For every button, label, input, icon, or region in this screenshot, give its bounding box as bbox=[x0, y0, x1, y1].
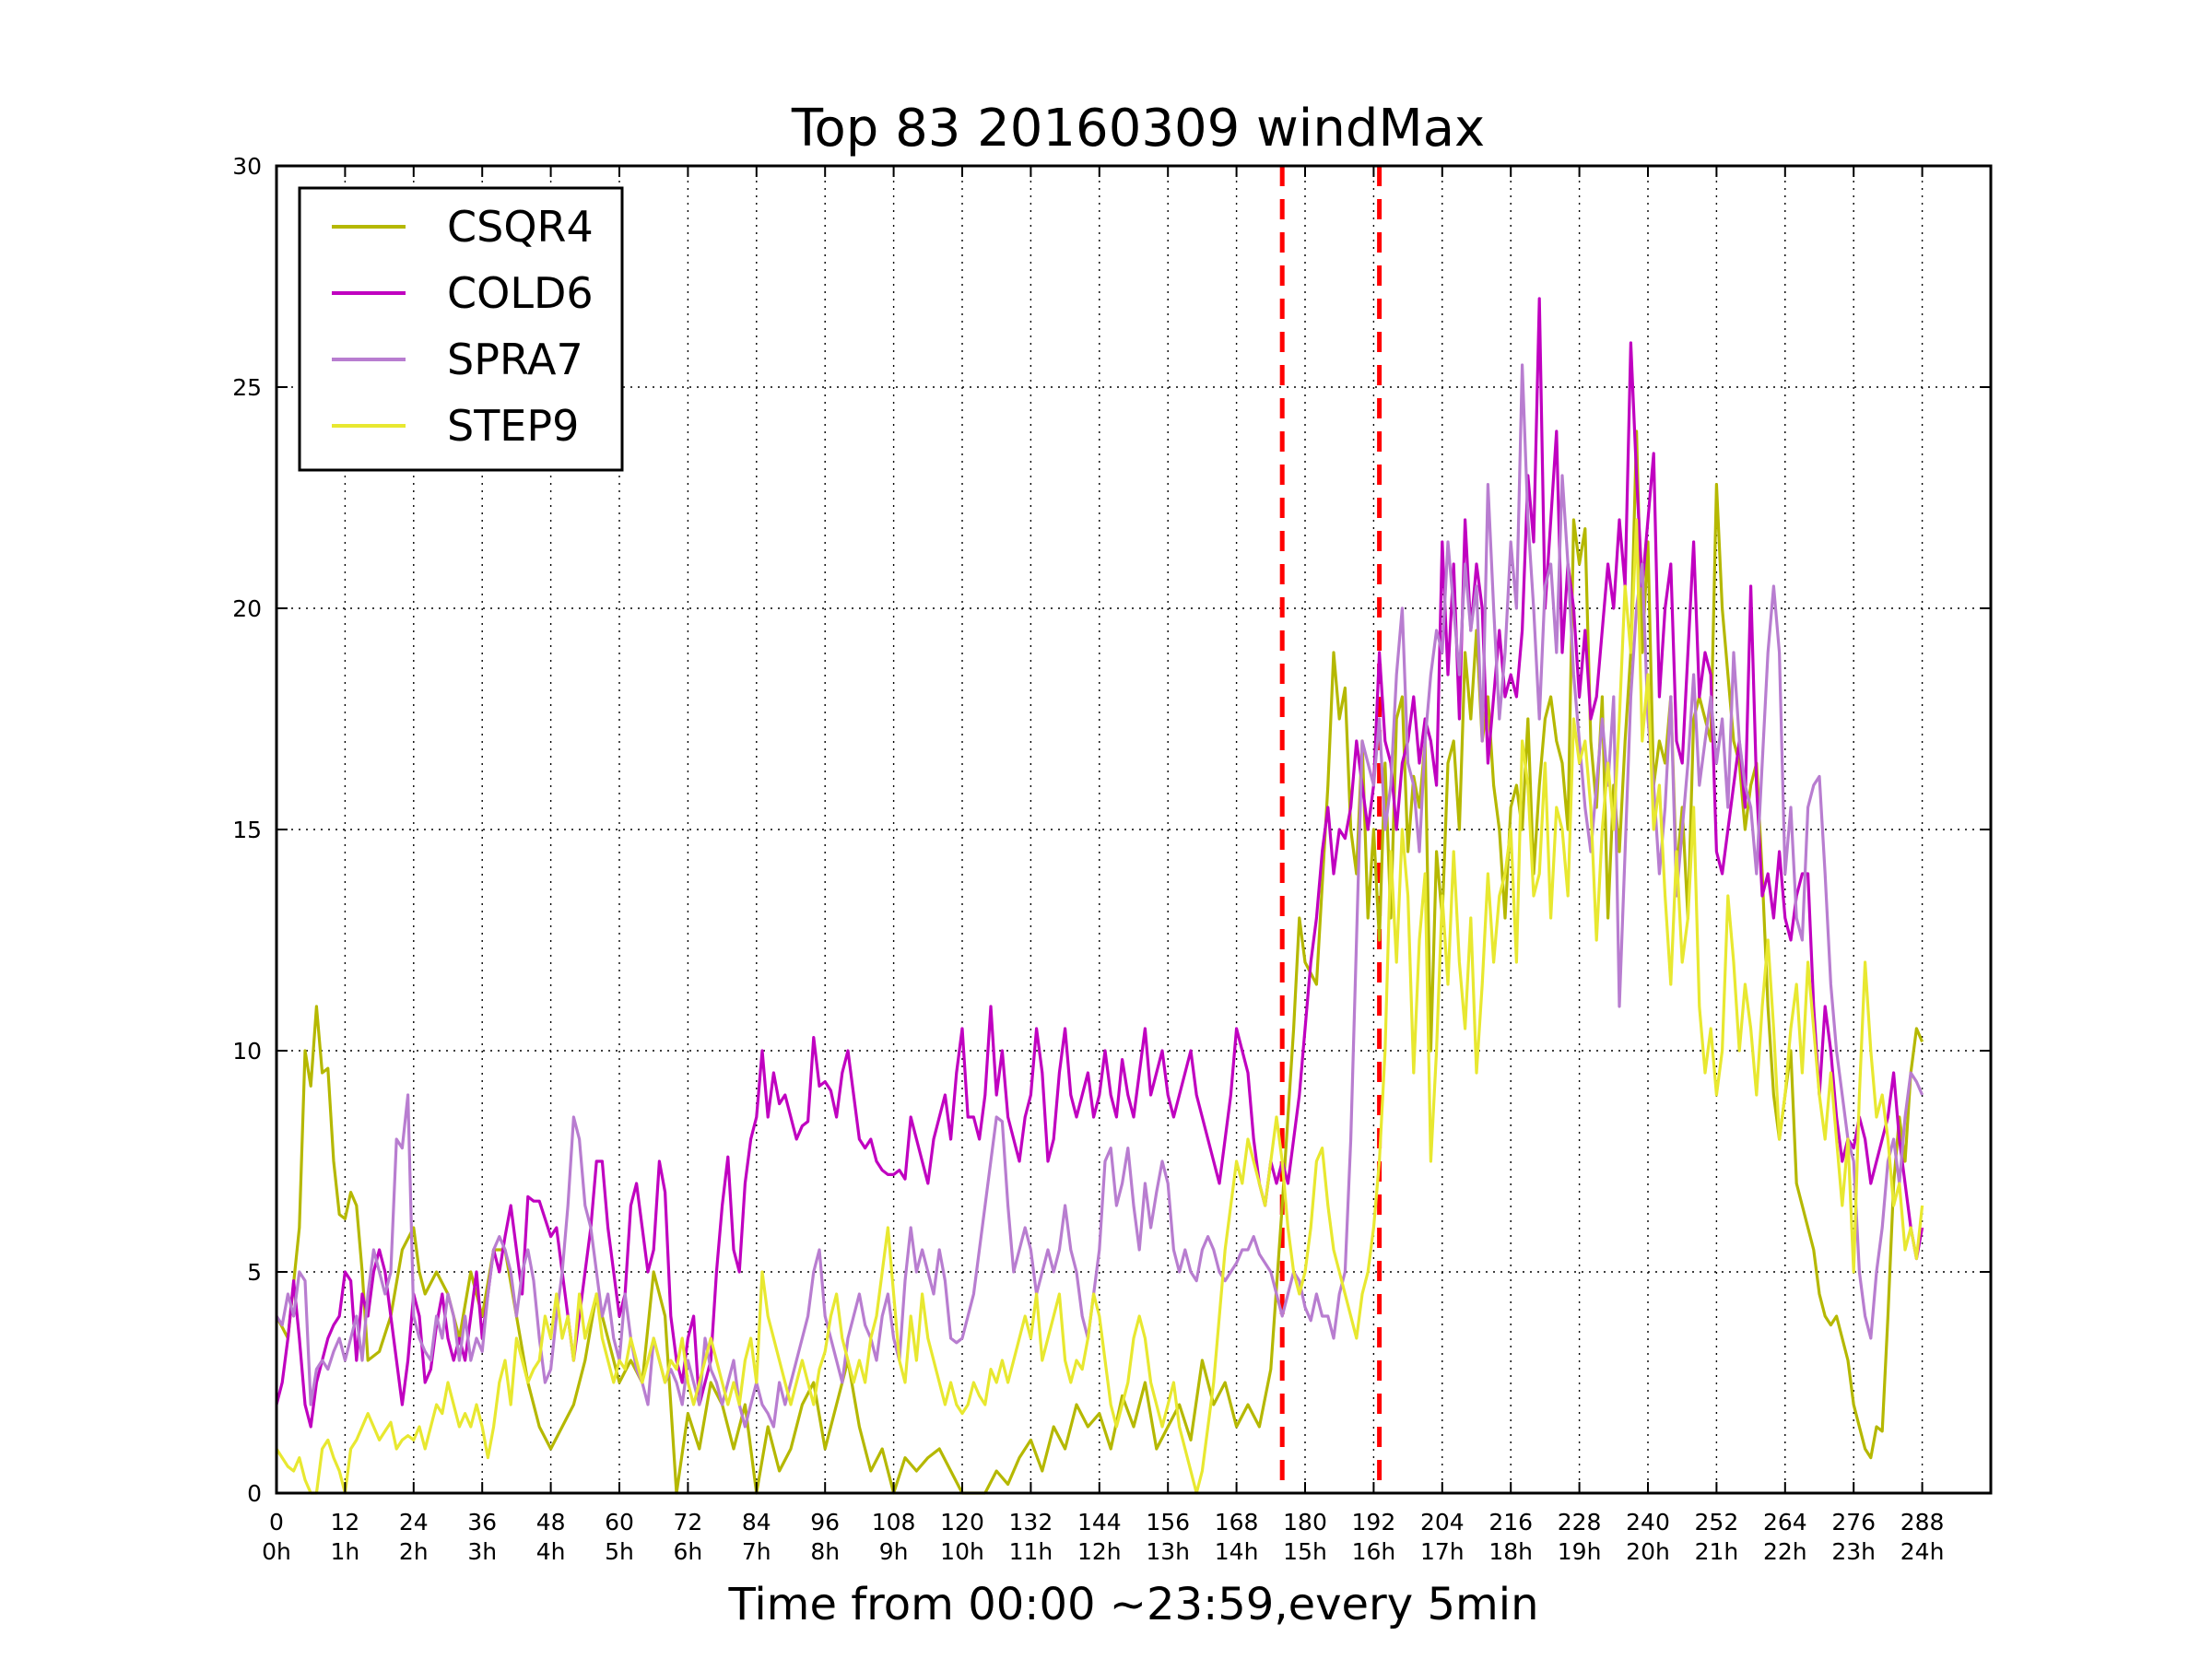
legend-label: SPRA7 bbox=[447, 335, 583, 384]
x-tick-hour-label: 0h bbox=[262, 1538, 291, 1565]
x-tick-hour-label: 19h bbox=[1558, 1538, 1602, 1565]
x-tick-label: 60 bbox=[605, 1509, 634, 1535]
x-tick-hour-label: 20h bbox=[1626, 1538, 1670, 1565]
x-tick-hour-label: 17h bbox=[1420, 1538, 1465, 1565]
x-tick-label: 96 bbox=[810, 1509, 840, 1535]
x-tick-label: 0 bbox=[269, 1509, 284, 1535]
y-tick-labels: 0 5 10 15 20 25 30 bbox=[232, 153, 262, 1507]
x-tick-label: 228 bbox=[1558, 1509, 1602, 1535]
legend-label: COLD6 bbox=[447, 268, 594, 318]
x-tick-label: 120 bbox=[940, 1509, 984, 1535]
x-tick-label: 72 bbox=[673, 1509, 702, 1535]
y-tick-label: 20 bbox=[232, 595, 262, 622]
series-line-cold6 bbox=[275, 297, 1924, 1429]
x-tick-hour-label: 13h bbox=[1146, 1538, 1190, 1565]
series-line-csqr4 bbox=[275, 429, 1924, 1495]
chart-title: Top 83 20160309 windMax bbox=[791, 99, 1485, 159]
x-tick-label: 276 bbox=[1831, 1509, 1876, 1535]
x-tick-hour-label: 10h bbox=[940, 1538, 984, 1565]
x-tick-label: 108 bbox=[872, 1509, 916, 1535]
x-tick-label: 132 bbox=[1009, 1509, 1053, 1535]
x-tick-label: 180 bbox=[1283, 1509, 1327, 1535]
x-tick-hour-label: 2h bbox=[399, 1538, 429, 1565]
x-tick-hour-label: 21h bbox=[1695, 1538, 1739, 1565]
x-tick-hour-label: 24h bbox=[1900, 1538, 1945, 1565]
x-tick-hour-label: 7h bbox=[742, 1538, 771, 1565]
x-tick-label: 156 bbox=[1146, 1509, 1190, 1535]
axis-ticks bbox=[276, 165, 1991, 1494]
x-tick-hour-label: 5h bbox=[605, 1538, 634, 1565]
x-tick-label: 24 bbox=[399, 1509, 429, 1535]
x-tick-hour-label: 16h bbox=[1352, 1538, 1396, 1565]
x-tick-labels: 0 0h 12 1h 24 2h 36 3h 48 4h 60 5h 72 6h 84 7h 96 8h 108 9h… bbox=[262, 1509, 1944, 1565]
x-tick-label: 204 bbox=[1420, 1509, 1465, 1535]
x-tick-hour-label: 8h bbox=[810, 1538, 840, 1565]
legend-label: STEP9 bbox=[447, 401, 579, 451]
x-tick-label: 252 bbox=[1695, 1509, 1739, 1535]
x-tick-label: 240 bbox=[1626, 1509, 1670, 1535]
x-tick-hour-label: 1h bbox=[331, 1538, 360, 1565]
legend-box bbox=[298, 186, 624, 472]
series-line-step9 bbox=[275, 518, 1924, 1495]
x-tick-hour-label: 11h bbox=[1009, 1538, 1053, 1565]
x-tick-label: 192 bbox=[1352, 1509, 1396, 1535]
x-tick-hour-label: 14h bbox=[1215, 1538, 1259, 1565]
y-tick-label: 10 bbox=[232, 1038, 262, 1065]
x-tick-label: 48 bbox=[536, 1509, 566, 1535]
legend: CSQR4 COLD6 SPRA7 STEP9 bbox=[298, 186, 624, 472]
x-tick-hour-label: 23h bbox=[1831, 1538, 1876, 1565]
x-tick-hour-label: 18h bbox=[1488, 1538, 1533, 1565]
y-tick-label: 5 bbox=[247, 1259, 262, 1286]
x-tick-label: 264 bbox=[1763, 1509, 1807, 1535]
x-tick-label: 168 bbox=[1215, 1509, 1259, 1535]
legend-label: CSQR4 bbox=[447, 202, 594, 252]
series-line-spra7 bbox=[275, 363, 1924, 1429]
series-lines bbox=[275, 297, 1924, 1495]
x-tick-label: 12 bbox=[330, 1509, 359, 1535]
x-tick-hour-label: 6h bbox=[674, 1538, 703, 1565]
x-tick-label: 36 bbox=[467, 1509, 497, 1535]
x-tick-hour-label: 12h bbox=[1077, 1538, 1122, 1565]
x-tick-hour-label: 4h bbox=[536, 1538, 566, 1565]
y-tick-label: 25 bbox=[232, 374, 262, 401]
x-tick-hour-label: 22h bbox=[1763, 1538, 1807, 1565]
y-tick-label: 15 bbox=[232, 817, 262, 843]
y-tick-label: 0 bbox=[247, 1480, 262, 1507]
x-tick-hour-label: 3h bbox=[467, 1538, 497, 1565]
x-tick-label: 288 bbox=[1900, 1509, 1945, 1535]
vertical-markers bbox=[1279, 166, 1382, 1493]
y-tick-label: 30 bbox=[232, 153, 262, 180]
x-tick-label: 216 bbox=[1488, 1509, 1533, 1535]
x-axis-label: Time from 00:00 ~23:59,every 5min bbox=[728, 1579, 1539, 1630]
x-tick-hour-label: 9h bbox=[879, 1538, 909, 1565]
x-tick-label: 84 bbox=[742, 1509, 771, 1535]
x-tick-hour-label: 15h bbox=[1283, 1538, 1327, 1565]
x-tick-label: 144 bbox=[1077, 1509, 1122, 1535]
